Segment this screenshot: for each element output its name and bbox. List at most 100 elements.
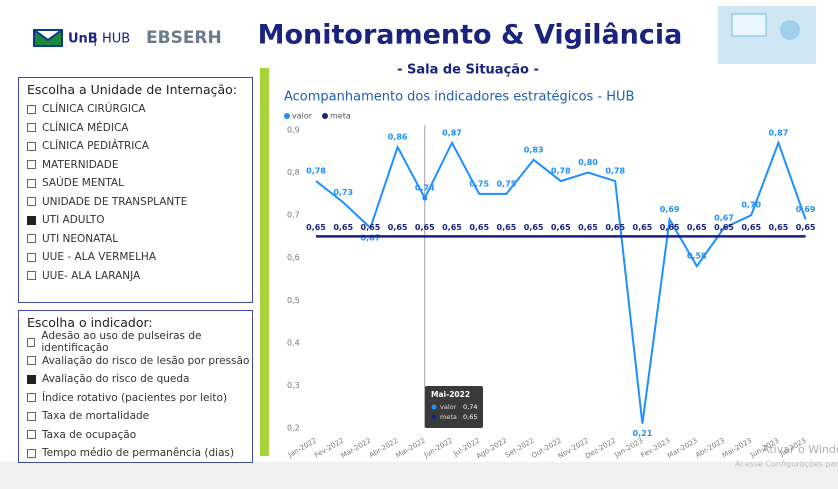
option-label[interactable]: CLÍNICA PEDIÁTRICA xyxy=(42,140,149,152)
data-label: 0,65 xyxy=(524,223,544,232)
y-tick-label: 0,5 xyxy=(287,296,300,305)
logo-text: HUB xyxy=(102,32,130,47)
filter-title: Escolha a Unidade de Internação: xyxy=(27,82,252,97)
checkbox[interactable] xyxy=(27,160,36,169)
filter-option[interactable]: CLÍNICA CIRÚRGICA xyxy=(27,100,252,119)
option-label[interactable]: Índice rotativo (pacientes por leito) xyxy=(42,392,227,404)
data-label: 0,80 xyxy=(578,158,598,167)
data-label: 0,65 xyxy=(741,223,761,232)
filter-option[interactable]: Avaliação do risco de lesão por pressão xyxy=(27,352,252,371)
checkbox[interactable] xyxy=(27,216,36,225)
checkbox[interactable] xyxy=(27,253,36,262)
filter-option[interactable]: UTI NEONATAL xyxy=(27,230,252,249)
option-label[interactable]: Avaliação do risco de queda xyxy=(42,373,189,385)
checkbox[interactable] xyxy=(27,393,36,402)
legend-label: valor xyxy=(292,112,313,121)
data-label: 0,78 xyxy=(306,167,326,176)
checkbox[interactable] xyxy=(27,430,36,439)
option-label[interactable]: UNIDADE DE TRANSPLANTE xyxy=(42,196,187,208)
page-subtitle: - Sala de Situação - xyxy=(397,63,539,78)
y-tick-label: 0,7 xyxy=(287,211,300,220)
x-tick-label: Abr-2023 xyxy=(694,437,726,460)
data-label: 0,69 xyxy=(660,205,680,214)
option-label[interactable]: SAÚDE MENTAL xyxy=(42,177,124,189)
filter-option[interactable]: Tempo médio de permanência (dias) xyxy=(27,444,252,463)
x-tick-label: Jan-2022 xyxy=(286,437,318,460)
data-label: 0,65 xyxy=(551,223,571,232)
watermark: Acesse Configurações para a xyxy=(735,460,838,469)
filter-option[interactable]: Taxa de mortalidade xyxy=(27,407,252,426)
filter-option[interactable]: Índice rotativo (pacientes por leito) xyxy=(27,389,252,408)
option-label[interactable]: CLÍNICA MÉDICA xyxy=(42,122,128,134)
checkbox[interactable] xyxy=(27,412,36,421)
filter-option[interactable]: UUE- ALA LARANJA xyxy=(27,267,252,286)
checkbox[interactable] xyxy=(27,123,36,132)
data-label: 0,78 xyxy=(551,167,571,176)
option-label[interactable]: Adesão ao uso de pulseiras de identifica… xyxy=(41,330,252,354)
option-label[interactable]: UTI ADULTO xyxy=(42,214,105,226)
logo-text: EBSERH xyxy=(146,28,222,48)
x-tick-label: Mar-2022 xyxy=(340,437,373,460)
checkbox[interactable] xyxy=(27,338,35,347)
data-label: 0,87 xyxy=(442,128,462,137)
checkbox[interactable] xyxy=(27,375,36,384)
data-label: 0,65 xyxy=(633,223,653,232)
checkbox[interactable] xyxy=(27,234,36,243)
data-label: 0,65 xyxy=(333,223,353,232)
x-tick-label: Dez-2022 xyxy=(584,437,617,461)
y-tick-label: 0,3 xyxy=(287,381,300,390)
dashboard: UnB | HUB EBSERH Monitoramento & Vigilân… xyxy=(0,0,838,489)
checkbox[interactable] xyxy=(27,356,36,365)
data-label: 0,67 xyxy=(361,233,381,242)
filter-option[interactable]: UTI ADULTO xyxy=(27,211,252,230)
data-label: 0,75 xyxy=(497,179,517,188)
data-label: 0,70 xyxy=(741,201,761,210)
data-label: 0,69 xyxy=(796,205,816,214)
data-label: 0,65 xyxy=(578,223,598,232)
option-label[interactable]: Tempo médio de permanência (dias) xyxy=(42,447,234,459)
option-label[interactable]: UUE- ALA LARANJA xyxy=(42,270,140,282)
data-label: 0,65 xyxy=(660,223,680,232)
hover-point xyxy=(422,196,427,201)
option-label[interactable]: Avaliação do risco de lesão por pressão xyxy=(42,355,249,367)
y-tick-label: 0,2 xyxy=(287,424,300,433)
checkbox[interactable] xyxy=(27,179,36,188)
filter-option[interactable]: UNIDADE DE TRANSPLANTE xyxy=(27,193,252,212)
option-label[interactable]: UUE - ALA VERMELHA xyxy=(42,251,156,263)
legend-label: meta xyxy=(330,112,351,121)
filter-option[interactable]: CLÍNICA PEDIÁTRICA xyxy=(27,137,252,156)
data-label: 0,65 xyxy=(687,223,707,232)
data-label: 0,65 xyxy=(605,223,625,232)
filter-option[interactable]: Avaliação do risco de queda xyxy=(27,370,252,389)
checkbox[interactable] xyxy=(27,142,36,151)
data-label: 0,65 xyxy=(796,223,816,232)
option-label[interactable]: Taxa de ocupação xyxy=(42,429,136,441)
filter-option[interactable]: Adesão ao uso de pulseiras de identifica… xyxy=(27,333,252,352)
filter-option[interactable]: Taxa de ocupação xyxy=(27,426,252,445)
checkbox[interactable] xyxy=(27,197,36,206)
option-label[interactable]: MATERNIDADE xyxy=(42,159,119,171)
checkbox[interactable] xyxy=(27,105,36,114)
checkbox[interactable] xyxy=(27,449,36,458)
option-label[interactable]: UTI NEONATAL xyxy=(42,233,118,245)
data-label: 0,65 xyxy=(306,223,326,232)
data-label: 0,65 xyxy=(497,223,517,232)
tooltip-marker xyxy=(432,405,437,410)
filter-title: Escolha o indicador: xyxy=(27,315,252,330)
option-label[interactable]: Taxa de mortalidade xyxy=(42,410,149,422)
data-label: 0,65 xyxy=(469,223,489,232)
filter-option[interactable]: MATERNIDADE xyxy=(27,156,252,175)
data-label: 0,86 xyxy=(388,133,408,142)
filter-option[interactable]: UUE - ALA VERMELHA xyxy=(27,248,252,267)
header-image xyxy=(780,20,800,40)
checkbox[interactable] xyxy=(27,271,36,280)
header-image xyxy=(732,14,766,36)
data-label: 0,74 xyxy=(415,184,435,193)
x-tick-label: Mar-2023 xyxy=(666,437,699,460)
y-tick-label: 0,9 xyxy=(287,126,300,135)
filter-option[interactable]: CLÍNICA MÉDICA xyxy=(27,119,252,138)
filter-option[interactable]: SAÚDE MENTAL xyxy=(27,174,252,193)
option-label[interactable]: CLÍNICA CIRÚRGICA xyxy=(42,103,146,115)
x-tick-label: Ago-2022 xyxy=(475,437,508,461)
y-tick-label: 0,4 xyxy=(287,338,300,347)
